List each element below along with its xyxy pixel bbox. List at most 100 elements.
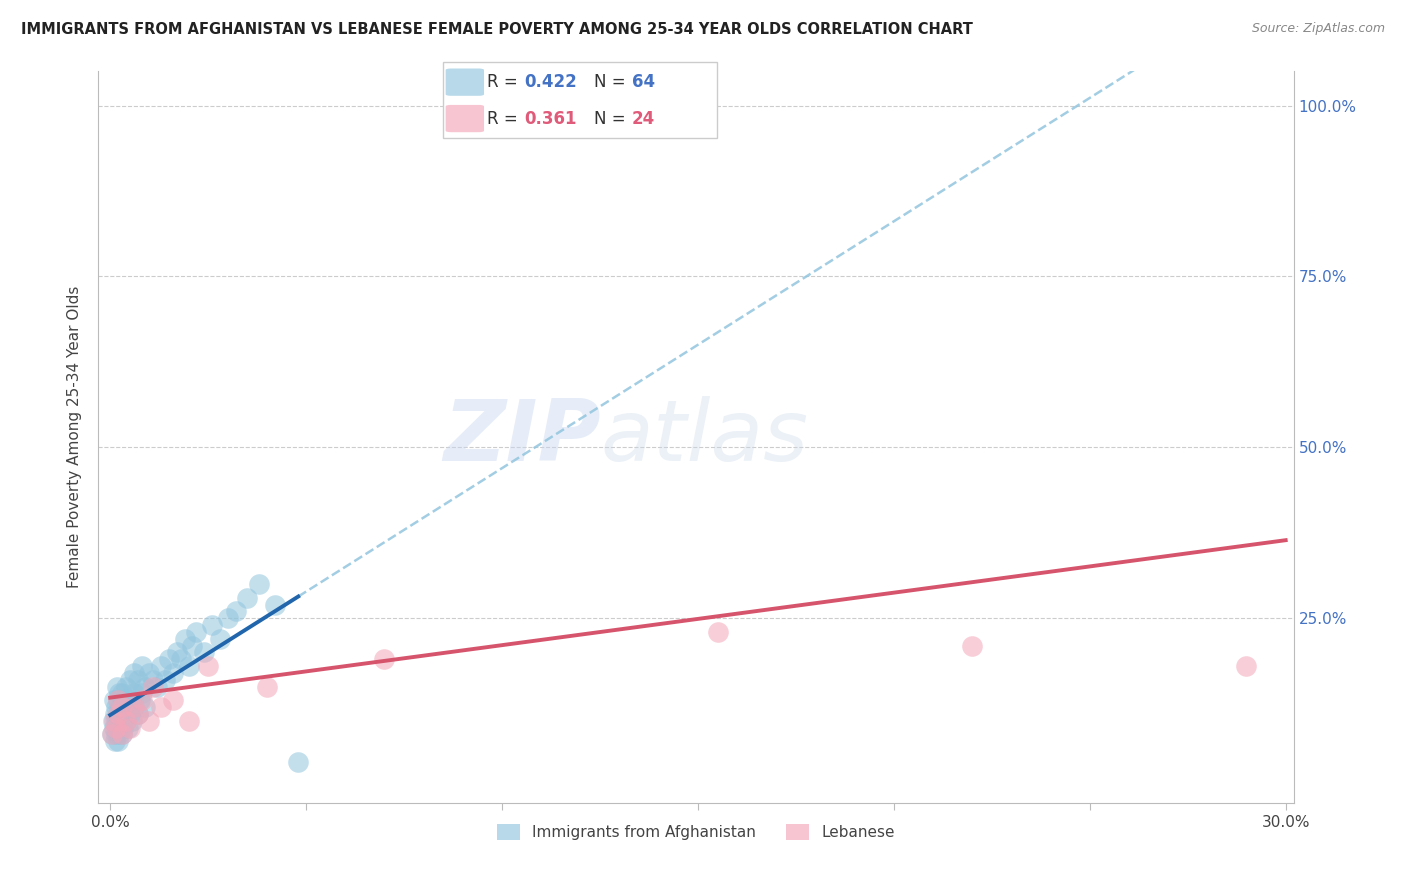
Point <box>181 639 204 653</box>
Point <box>115 680 138 694</box>
Point <box>131 659 153 673</box>
Point <box>111 721 134 735</box>
Point <box>108 721 131 735</box>
Point <box>101 727 124 741</box>
Point <box>112 693 135 707</box>
Point <box>208 632 231 646</box>
Point <box>150 700 173 714</box>
Point <box>131 693 153 707</box>
Point <box>122 665 145 680</box>
Point <box>107 706 129 721</box>
Point <box>287 755 309 769</box>
FancyBboxPatch shape <box>446 69 484 95</box>
Point <box>105 714 128 728</box>
Point <box>111 727 134 741</box>
Point <box>105 727 128 741</box>
Point <box>115 714 138 728</box>
Text: N =: N = <box>593 73 630 91</box>
Point <box>263 598 285 612</box>
Point <box>177 659 200 673</box>
Point <box>131 686 153 700</box>
Point <box>121 714 143 728</box>
Text: 64: 64 <box>633 73 655 91</box>
Point <box>107 693 129 707</box>
Point <box>173 632 195 646</box>
Text: ZIP: ZIP <box>443 395 600 479</box>
Point <box>105 721 128 735</box>
Point <box>170 652 193 666</box>
Point <box>247 577 270 591</box>
Point <box>166 645 188 659</box>
Text: N =: N = <box>593 110 630 128</box>
Point <box>104 734 127 748</box>
Point <box>157 652 180 666</box>
Point <box>127 673 149 687</box>
Text: atlas: atlas <box>600 395 808 479</box>
Point <box>122 700 145 714</box>
Point <box>256 680 278 694</box>
Text: 24: 24 <box>633 110 655 128</box>
Point <box>162 693 184 707</box>
Point <box>115 700 138 714</box>
Point <box>138 665 160 680</box>
Point <box>117 721 139 735</box>
Point <box>491 105 513 120</box>
Point <box>193 645 215 659</box>
Point <box>706 624 728 639</box>
Point <box>142 680 165 694</box>
Point <box>104 706 127 721</box>
FancyBboxPatch shape <box>446 105 484 132</box>
Point <box>153 673 176 687</box>
Point <box>103 714 125 728</box>
Point <box>150 659 173 673</box>
FancyBboxPatch shape <box>443 62 717 138</box>
Point <box>107 727 129 741</box>
Text: R =: R = <box>486 73 523 91</box>
Point <box>217 611 239 625</box>
Point <box>118 673 141 687</box>
Point <box>124 686 146 700</box>
Point <box>142 673 165 687</box>
Point <box>105 680 128 694</box>
Point <box>103 693 125 707</box>
Point <box>118 706 141 721</box>
Y-axis label: Female Poverty Among 25-34 Year Olds: Female Poverty Among 25-34 Year Olds <box>67 286 83 588</box>
Point <box>107 706 129 721</box>
Point <box>111 714 134 728</box>
Point <box>236 591 259 605</box>
Point <box>105 700 128 714</box>
Point <box>107 686 129 700</box>
Point <box>111 727 134 741</box>
Point <box>146 680 169 694</box>
Point <box>118 721 141 735</box>
Point <box>112 706 135 721</box>
Legend: Immigrants from Afghanistan, Lebanese: Immigrants from Afghanistan, Lebanese <box>491 818 901 847</box>
Point <box>127 706 149 721</box>
Point <box>177 714 200 728</box>
Point <box>111 700 134 714</box>
Point <box>101 727 124 741</box>
Point <box>107 693 129 707</box>
Point <box>105 721 128 735</box>
Text: 0.422: 0.422 <box>524 73 576 91</box>
Point <box>103 714 125 728</box>
Point <box>197 659 219 673</box>
Point <box>1236 659 1258 673</box>
Point <box>108 700 131 714</box>
Point <box>373 652 395 666</box>
Point <box>103 721 125 735</box>
Point <box>186 624 208 639</box>
Text: R =: R = <box>486 110 523 128</box>
Text: IMMIGRANTS FROM AFGHANISTAN VS LEBANESE FEMALE POVERTY AMONG 25-34 YEAR OLDS COR: IMMIGRANTS FROM AFGHANISTAN VS LEBANESE … <box>21 22 973 37</box>
Text: Source: ZipAtlas.com: Source: ZipAtlas.com <box>1251 22 1385 36</box>
Point <box>134 680 156 694</box>
Point <box>960 639 983 653</box>
Point <box>201 618 224 632</box>
Text: 0.361: 0.361 <box>524 110 576 128</box>
Point <box>115 714 138 728</box>
Point <box>120 693 142 707</box>
Point <box>162 665 184 680</box>
Point <box>138 714 160 728</box>
Point <box>134 700 156 714</box>
Point <box>128 693 150 707</box>
